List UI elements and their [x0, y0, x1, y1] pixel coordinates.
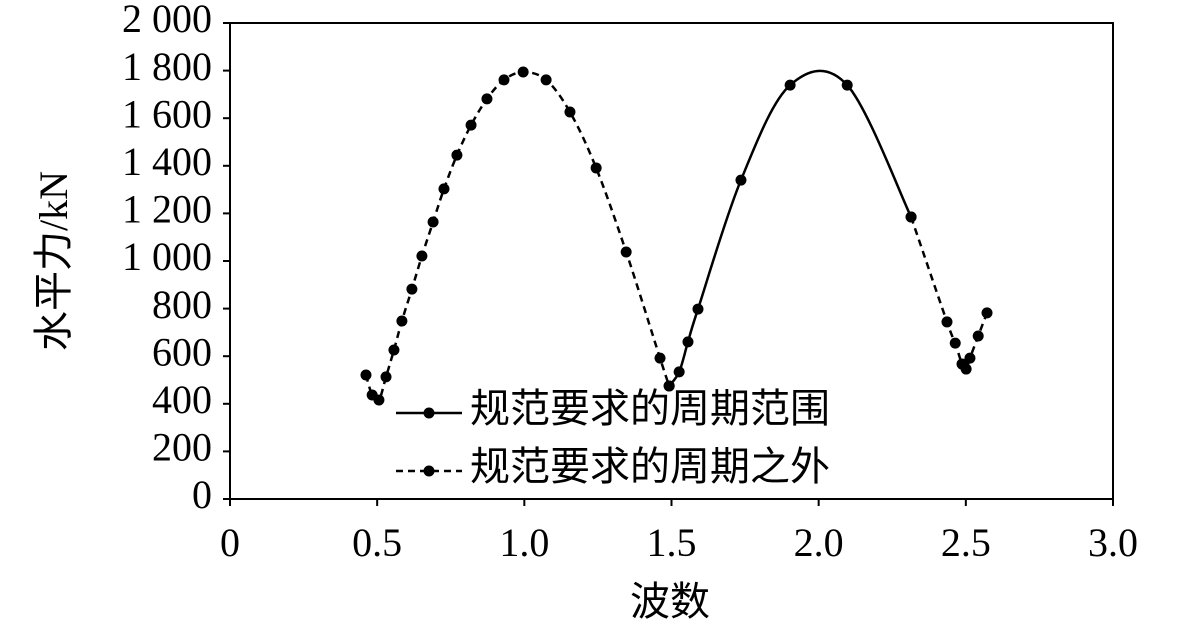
data-point [673, 366, 685, 378]
y-tick-label: 200 [152, 425, 212, 470]
data-point [360, 369, 372, 381]
y-tick-label: 800 [152, 282, 212, 327]
x-tick-label: 0 [220, 520, 240, 565]
series-line [364, 70, 989, 403]
y-tick-label: 1 000 [122, 234, 212, 279]
data-point [498, 74, 510, 86]
data-point [905, 211, 917, 223]
y-axis-label: 水平力/kN [31, 171, 76, 351]
y-tick-label: 1 600 [122, 91, 212, 136]
data-point [972, 330, 984, 342]
data-point [682, 336, 694, 348]
x-tick-label: 1.0 [499, 520, 549, 565]
data-point [380, 371, 392, 383]
x-tick-label: 3.0 [1088, 520, 1138, 565]
data-point [388, 344, 400, 356]
data-point [964, 352, 976, 364]
data-point [517, 66, 529, 78]
data-point [981, 307, 993, 319]
x-tick-label: 2.0 [794, 520, 844, 565]
data-point [406, 283, 418, 295]
data-point [540, 74, 552, 86]
x-tick-label: 1.5 [647, 520, 697, 565]
y-tick-label: 2 000 [122, 0, 212, 41]
legend-label: 规范要求的周期之外 [470, 444, 830, 489]
y-tick-label: 1 800 [122, 44, 212, 89]
data-point [949, 337, 961, 349]
data-point [692, 303, 704, 315]
series-line [668, 69, 913, 387]
data-point [396, 315, 408, 327]
y-tick-label: 1 400 [122, 139, 212, 184]
data-point [784, 79, 796, 91]
x-tick-label: 2.5 [941, 520, 991, 565]
y-tick-label: 1 200 [122, 187, 212, 232]
legend-label: 规范要求的周期范围 [470, 386, 830, 431]
data-point [465, 119, 477, 131]
data-point [564, 106, 576, 118]
y-tick-label: 0 [192, 472, 212, 517]
data-point [481, 93, 493, 105]
data-point [416, 250, 428, 262]
x-tick-label: 0.5 [352, 520, 402, 565]
data-point [438, 183, 450, 195]
data-point [620, 246, 632, 258]
data-point [373, 394, 385, 406]
data-point [654, 352, 666, 364]
legend-marker [423, 465, 435, 477]
legend-marker [423, 407, 435, 419]
y-tick-label: 400 [152, 377, 212, 422]
data-point [960, 363, 972, 375]
y-tick-label: 600 [152, 329, 212, 374]
data-point [590, 162, 602, 174]
data-point [841, 79, 853, 91]
x-axis-label: 波数 [630, 579, 710, 624]
data-point [941, 316, 953, 328]
data-point [451, 149, 463, 161]
data-point [427, 216, 439, 228]
data-point [663, 380, 675, 392]
data-point [735, 174, 747, 186]
